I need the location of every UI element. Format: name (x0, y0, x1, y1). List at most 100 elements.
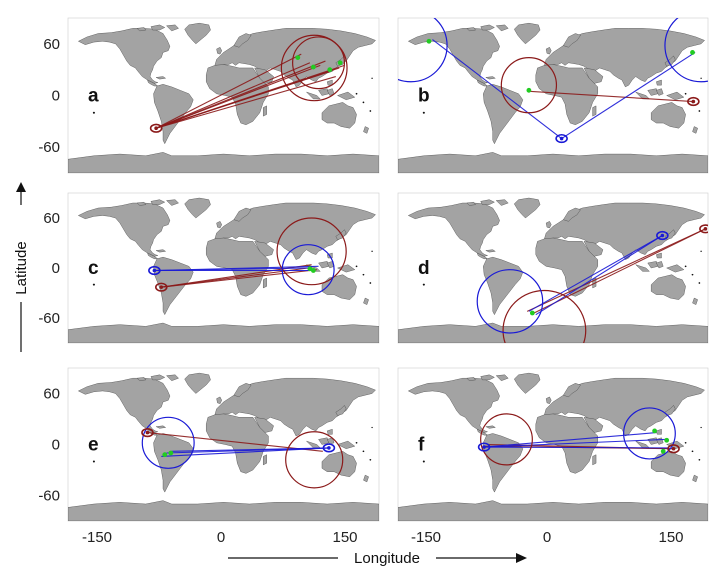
y-axis-title-group: Latitude (13, 182, 30, 352)
green-point (310, 64, 316, 70)
blue-origin-marker-center (152, 268, 157, 273)
red-origin-marker-center (159, 285, 164, 289)
panel-label-d: d (418, 258, 430, 279)
panel-c: c 60 0 -60 (38, 192, 380, 344)
red-connection-line (533, 228, 706, 314)
y-tick-label: -60 (38, 310, 60, 327)
panel-label-f: f (418, 435, 425, 456)
blue-connection-line (484, 432, 657, 448)
green-point (652, 428, 658, 434)
blue-connection-line (561, 51, 696, 140)
red-origin-marker-center (145, 430, 150, 435)
red-origin-marker (149, 123, 163, 133)
blue-uncertainty-circle (398, 18, 448, 83)
map-panels: a 60 0 -60 b c 60 0 -60 d e 60 0 -60 f (38, 17, 709, 522)
blue-origin-marker (148, 265, 161, 276)
panel-label-a: a (88, 86, 99, 107)
blue-connection-line (484, 446, 669, 449)
blue-origin-marker-center (482, 445, 486, 449)
panel-label-e: e (88, 435, 99, 456)
panel-label-c: c (88, 258, 99, 279)
panel-map-layer (68, 197, 379, 343)
panel-map-layer (68, 22, 379, 173)
x-tick-right-150: 150 (658, 529, 683, 546)
red-connection-line (161, 269, 317, 288)
panel-b: b (397, 17, 709, 174)
red-origin-marker (699, 224, 708, 234)
panel-a: a 60 0 -60 (38, 17, 380, 174)
x-axis-title: Longitude (354, 550, 420, 567)
panel-e: e 60 0 -60 (38, 367, 380, 522)
red-uncertainty-circle (285, 431, 344, 489)
blue-connection-line (171, 447, 329, 452)
y-tick-label: 0 (52, 437, 60, 454)
blue-connection-line (161, 447, 329, 457)
blue-connection-line (528, 235, 663, 312)
y-axis-title: Latitude (13, 241, 30, 294)
blue-origin-marker (555, 133, 568, 144)
green-point (327, 67, 333, 73)
y-tick-label: -60 (38, 488, 60, 505)
y-tick-label: 60 (43, 36, 60, 53)
panel-map-layer (68, 372, 379, 521)
green-point (426, 38, 432, 44)
red-connection-line (155, 60, 326, 129)
red-uncertainty-circle (276, 217, 347, 286)
red-uncertainty-circle (502, 289, 587, 343)
y-tick-label: 60 (43, 210, 60, 227)
blue-connection-line (484, 438, 665, 448)
red-origin-marker (667, 444, 680, 454)
red-origin-marker-center (703, 227, 708, 231)
y-tick-label: 60 (43, 386, 60, 403)
blue-uncertainty-circle (141, 416, 195, 469)
panel-map-layer (398, 197, 708, 343)
y-tick-label: 0 (52, 260, 60, 277)
x-tick-left-neg150: -150 (82, 529, 112, 546)
red-origin-marker (687, 96, 700, 107)
red-uncertainty-circle (292, 36, 346, 90)
red-connection-line (155, 62, 311, 129)
red-origin-marker-center (691, 99, 696, 104)
blue-origin-marker-center (327, 446, 331, 450)
panel-map-layer (398, 372, 708, 521)
x-axis-title-group: Longitude (228, 550, 527, 567)
blue-origin-marker (477, 442, 491, 452)
green-point (168, 450, 174, 456)
red-uncertainty-circle (500, 57, 558, 114)
green-point (295, 55, 301, 61)
blue-uncertainty-circle (664, 18, 708, 83)
x-tick-right-0: 0 (543, 529, 551, 546)
red-origin-marker (141, 428, 154, 438)
green-point (664, 437, 670, 443)
y-axis-arrowhead (16, 182, 26, 192)
blue-uncertainty-circle (476, 269, 544, 334)
green-point (529, 310, 535, 316)
blue-origin-marker-center (660, 233, 665, 238)
red-uncertainty-circle (280, 34, 348, 102)
x-tick-right-neg150: -150 (411, 529, 441, 546)
red-connection-line (155, 53, 302, 129)
red-connection-line (155, 64, 345, 129)
blue-origin-marker (322, 443, 336, 453)
green-point (690, 50, 695, 55)
panel-f: f (397, 367, 709, 522)
blue-uncertainty-circle (281, 244, 335, 296)
panel-label-b: b (418, 86, 430, 107)
x-tick-left-0: 0 (217, 529, 225, 546)
blue-origin-marker-center (559, 136, 564, 141)
green-point (660, 448, 666, 454)
green-point (162, 452, 168, 458)
blue-origin-marker (656, 230, 669, 241)
panel-map-layer (398, 18, 708, 173)
red-uncertainty-circle (480, 413, 533, 466)
red-origin-marker-center (671, 446, 676, 451)
blue-connection-line (535, 235, 663, 316)
red-connection-line (526, 228, 706, 312)
panel-d: d (397, 192, 709, 344)
blue-connection-line (154, 265, 319, 272)
green-point (310, 268, 316, 273)
x-axis-arrowhead (516, 553, 527, 563)
green-point (337, 60, 343, 66)
blue-connection-line (432, 39, 562, 139)
green-point (526, 87, 532, 93)
